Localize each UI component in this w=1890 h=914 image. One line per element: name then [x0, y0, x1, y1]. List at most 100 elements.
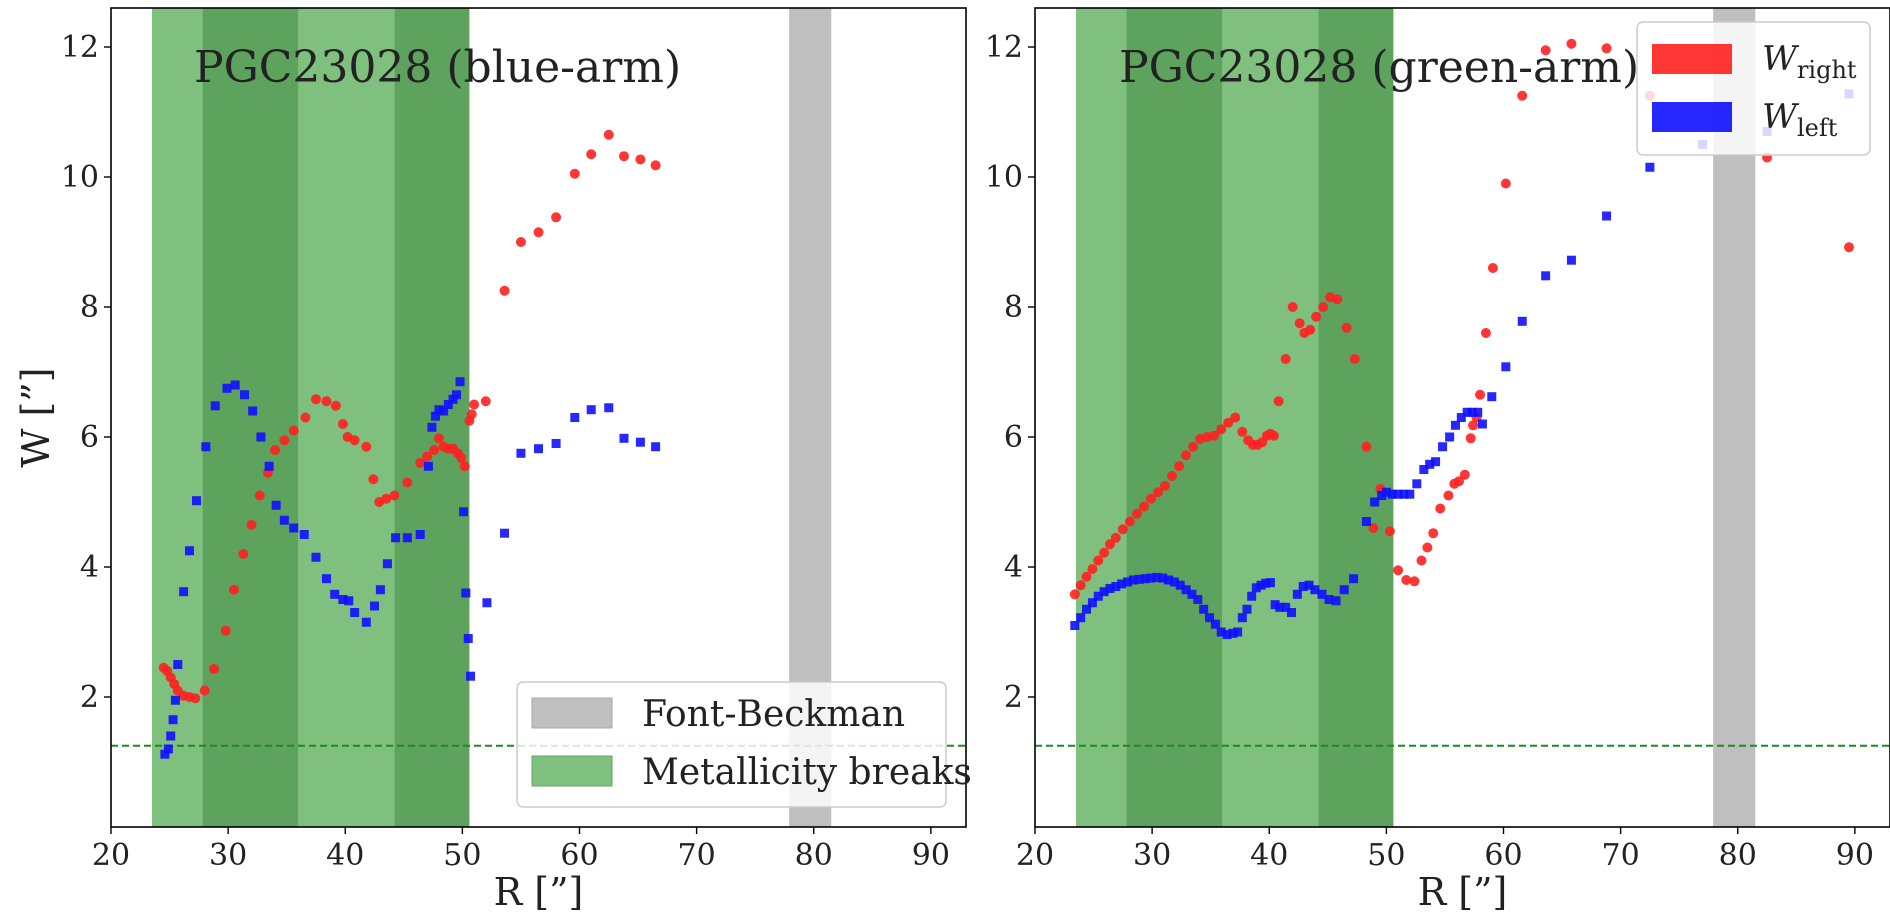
data-point-left: [382, 559, 392, 569]
data-point-left: [1270, 600, 1280, 610]
data-point-left: [1175, 580, 1185, 590]
data-point-left: [570, 413, 580, 422]
data-point-left: [439, 406, 449, 416]
data-point-right: [1435, 503, 1446, 514]
data-point-left: [1251, 583, 1261, 593]
legend-label: Wright: [1762, 39, 1857, 84]
data-point-right: [269, 445, 280, 455]
data-point-left: [1370, 497, 1380, 507]
legend-swatch: [531, 755, 613, 787]
data-point-right: [1069, 589, 1080, 600]
data-point-left: [1117, 579, 1127, 589]
data-point-right: [1294, 318, 1305, 329]
data-point-left: [1181, 585, 1191, 595]
x-tick-label: 60: [560, 838, 598, 873]
data-point-left: [1298, 582, 1308, 591]
data-point-right: [551, 212, 562, 223]
y-tick-label: 8: [1004, 290, 1023, 325]
data-point-left: [166, 731, 176, 741]
data-point-right: [635, 154, 646, 165]
data-point-left: [1087, 598, 1097, 608]
x-tick-label: 60: [1484, 838, 1522, 873]
data-point-right: [1160, 480, 1171, 491]
y-tick-label: 12: [985, 30, 1023, 65]
data-point-left: [459, 507, 469, 517]
x-tick-label: 80: [795, 838, 833, 873]
data-point-left: [1169, 577, 1179, 587]
data-point-left: [466, 671, 476, 681]
data-point-left: [1237, 613, 1247, 623]
data-point-right: [300, 412, 311, 423]
data-point-left: [1082, 604, 1092, 614]
y-tick-label: 8: [80, 290, 99, 325]
data-point-left: [434, 405, 444, 415]
data-point-right: [246, 519, 257, 530]
data-point-left: [415, 530, 425, 539]
data-point-left: [1134, 574, 1144, 584]
data-point-right: [1188, 441, 1199, 452]
data-point-right: [1216, 424, 1227, 435]
data-point-left: [1381, 487, 1391, 497]
data-point-left: [1281, 602, 1291, 612]
data-point-left: [1467, 407, 1477, 417]
data-point-right: [1230, 412, 1241, 423]
data-point-right: [1318, 302, 1329, 312]
data-point-left: [201, 442, 211, 452]
data-point-left: [248, 406, 258, 416]
data-point-right: [1268, 430, 1279, 441]
data-point-right: [209, 664, 220, 675]
metallicity-band: [1126, 8, 1223, 827]
data-point-right: [1223, 417, 1234, 428]
data-point-left: [173, 660, 183, 669]
data-point-right: [1443, 490, 1454, 501]
data-point-right: [1601, 43, 1612, 54]
data-point-right: [238, 549, 249, 559]
y-tick-label: 4: [1004, 550, 1023, 585]
data-point-right: [1393, 565, 1404, 576]
data-point-left: [1405, 489, 1415, 499]
data-point-left: [289, 523, 299, 533]
data-point-left: [1146, 573, 1156, 583]
data-point-left: [1566, 255, 1576, 265]
data-point-left: [1158, 573, 1168, 583]
data-point-right: [466, 409, 477, 420]
data-point-left: [427, 422, 437, 432]
data-point-right: [650, 160, 661, 171]
data-point-left: [1331, 596, 1341, 606]
legend-swatch: [1652, 102, 1732, 132]
data-point-left: [299, 530, 309, 539]
data-point-right: [1459, 469, 1470, 480]
panel-blue-arm: 20 30 40 50 60 70 80 90 2 4 6 8 10 12 R [”] W [”] PGC230…: [14, 7, 972, 914]
data-point-left: [1105, 583, 1115, 593]
data-point-right: [1124, 516, 1135, 527]
data-point-left: [370, 601, 380, 611]
data-point-right: [1468, 420, 1479, 431]
data-point-right: [228, 584, 239, 595]
data-point-right: [279, 435, 290, 446]
data-point-right: [515, 237, 526, 247]
data-point-right: [1167, 471, 1178, 481]
data-point-right: [1487, 263, 1498, 273]
data-point-left: [1265, 578, 1275, 588]
legend-label-sub: left: [1797, 114, 1838, 142]
data-point-left: [338, 595, 348, 604]
x-tick-label: 20: [1016, 838, 1054, 873]
data-point-left: [1070, 621, 1080, 630]
data-point-left: [500, 528, 510, 538]
data-point-left: [1393, 489, 1403, 499]
data-point-left: [271, 500, 281, 510]
x-tick-label: 50: [443, 838, 481, 873]
x-tick-label: 20: [92, 838, 130, 873]
x-axis-label: R [”]: [494, 870, 584, 914]
y-tick-label: 2: [80, 680, 99, 715]
data-point-right: [1480, 328, 1491, 338]
data-point-left: [1419, 465, 1429, 474]
data-point-right: [480, 396, 491, 407]
x-tick-label: 40: [326, 838, 364, 873]
data-point-left: [1462, 407, 1472, 417]
data-point-right: [533, 227, 544, 238]
data-point-left: [1076, 613, 1086, 623]
metallicity-band: [298, 8, 395, 827]
data-point-left: [1287, 608, 1296, 617]
